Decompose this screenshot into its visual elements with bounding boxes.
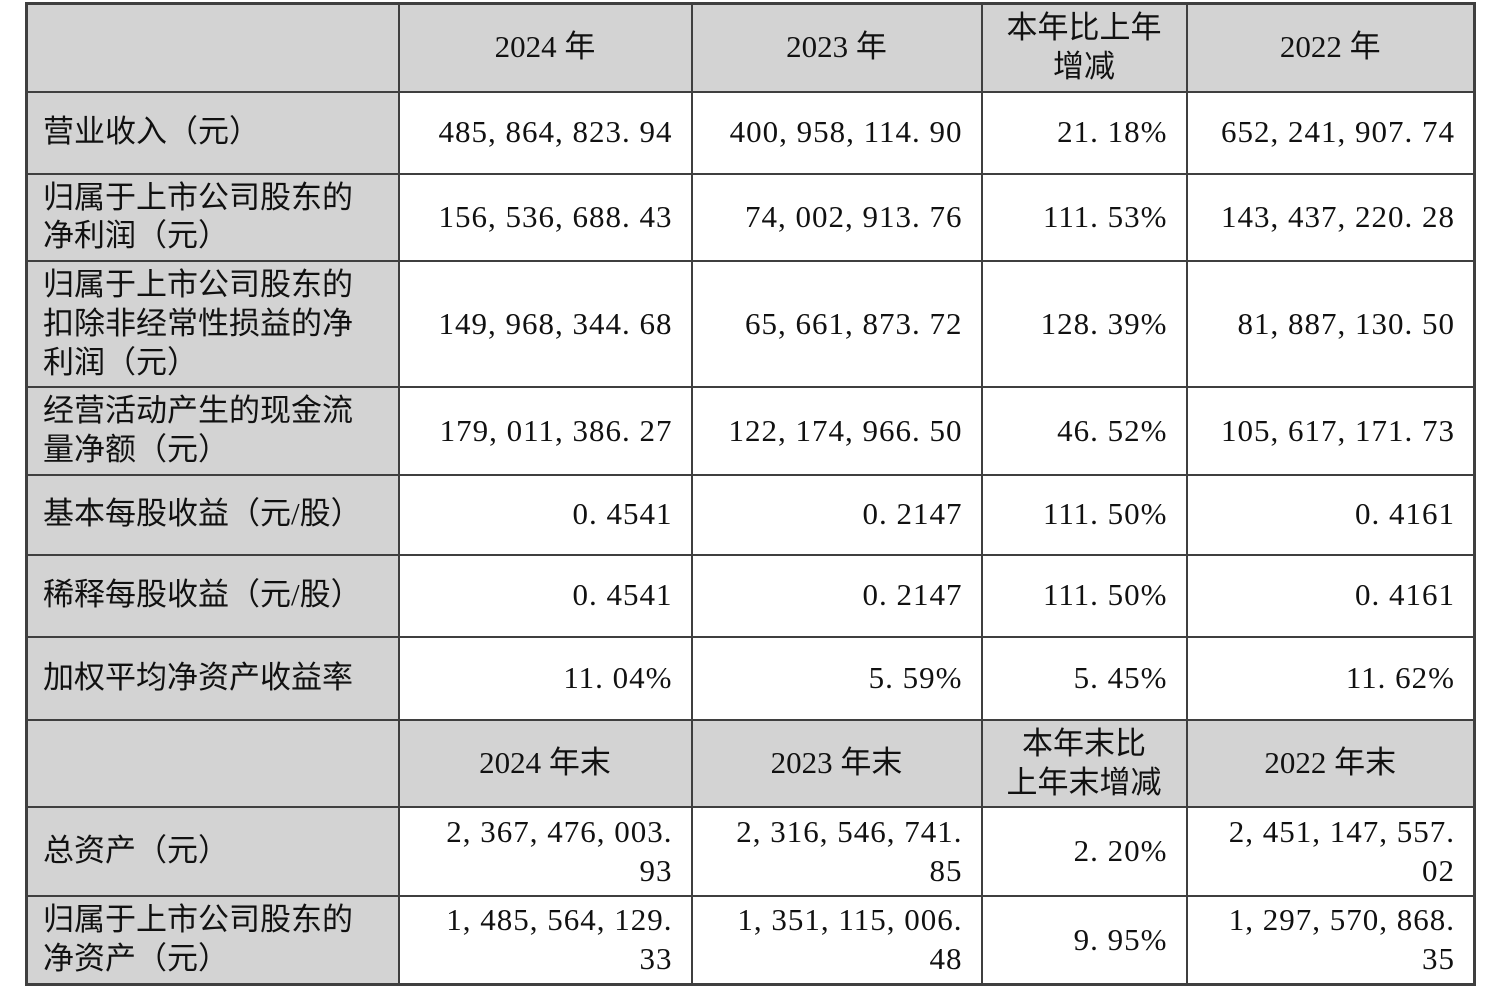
value-2024: 1, 485, 564, 129. 33 <box>397 895 693 986</box>
table-row-operating-cash-flow: 经营活动产生的现金流量净额（元） 179, 011, 386. 27 122, … <box>25 386 1476 476</box>
period-header-row: 2024 年 2023 年 本年比上年 增减 2022 年 <box>25 2 1476 93</box>
col-header-2023-eop: 2023 年末 <box>690 718 983 809</box>
table-row-net-assets: 归属于上市公司股东的净资产（元） 1, 485, 564, 129. 33 1,… <box>25 895 1476 986</box>
col-header-2022-eop: 2022 年末 <box>1185 718 1476 809</box>
value-yoy: 46. 52% <box>980 386 1188 476</box>
row-label: 稀释每股收益（元/股） <box>25 553 400 638</box>
value-yoy: 111. 50% <box>980 473 1188 556</box>
row-label: 归属于上市公司股东的净利润（元） <box>25 172 400 262</box>
value-2024: 2, 367, 476, 003. 93 <box>397 806 693 898</box>
value-yoy: 21. 18% <box>980 90 1188 175</box>
value-yoy: 111. 50% <box>980 553 1188 638</box>
row-label: 总资产（元） <box>25 806 400 898</box>
value-2022: 1, 297, 570, 868. 35 <box>1185 895 1476 986</box>
value-2023: 74, 002, 913. 76 <box>690 172 983 262</box>
table-row-revenue: 营业收入（元） 485, 864, 823. 94 400, 958, 114.… <box>25 90 1476 175</box>
table-row-diluted-eps: 稀释每股收益（元/股） 0. 4541 0. 2147 111. 50% 0. … <box>25 553 1476 638</box>
value-2023: 122, 174, 966. 50 <box>690 386 983 476</box>
table-row-net-profit-excl-nonrecurring: 归属于上市公司股东的扣除非经常性损益的净利润（元） 149, 968, 344.… <box>25 259 1476 389</box>
corner-cell-top <box>25 2 400 93</box>
value-2024: 0. 4541 <box>397 553 693 638</box>
value-2022: 652, 241, 907. 74 <box>1185 90 1476 175</box>
value-2023: 0. 2147 <box>690 473 983 556</box>
value-2023: 0. 2147 <box>690 553 983 638</box>
value-2023: 400, 958, 114. 90 <box>690 90 983 175</box>
row-label: 加权平均净资产收益率 <box>25 635 400 721</box>
table-row-basic-eps: 基本每股收益（元/股） 0. 4541 0. 2147 111. 50% 0. … <box>25 473 1476 556</box>
row-label: 经营活动产生的现金流量净额（元） <box>25 386 400 476</box>
col-header-2023: 2023 年 <box>690 2 983 93</box>
table-row-weighted-avg-roe: 加权平均净资产收益率 11. 04% 5. 59% 5. 45% 11. 62% <box>25 635 1476 721</box>
value-2023: 2, 316, 546, 741. 85 <box>690 806 983 898</box>
value-2023: 5. 59% <box>690 635 983 721</box>
value-yoy: 128. 39% <box>980 259 1188 389</box>
value-2024: 156, 536, 688. 43 <box>397 172 693 262</box>
row-label: 营业收入（元） <box>25 90 400 175</box>
value-2022: 11. 62% <box>1185 635 1476 721</box>
col-header-eop-change: 本年末比 上年末增减 <box>980 718 1188 809</box>
table-row-total-assets: 总资产（元） 2, 367, 476, 003. 93 2, 316, 546,… <box>25 806 1476 898</box>
value-2024: 179, 011, 386. 27 <box>397 386 693 476</box>
value-2022: 0. 4161 <box>1185 553 1476 638</box>
value-yoy: 2. 20% <box>980 806 1188 898</box>
col-header-2024-eop: 2024 年末 <box>397 718 693 809</box>
eop-header-row: 2024 年末 2023 年末 本年末比 上年末增减 2022 年末 <box>25 718 1476 809</box>
financial-summary-table: 2024 年 2023 年 本年比上年 增减 2022 年 营业收入（元） 48… <box>25 2 1476 986</box>
value-2022: 143, 437, 220. 28 <box>1185 172 1476 262</box>
col-header-yoy-change: 本年比上年 增减 <box>980 2 1188 93</box>
value-2023: 65, 661, 873. 72 <box>690 259 983 389</box>
value-2023: 1, 351, 115, 006. 48 <box>690 895 983 986</box>
value-2022: 0. 4161 <box>1185 473 1476 556</box>
value-2024: 11. 04% <box>397 635 693 721</box>
value-yoy: 111. 53% <box>980 172 1188 262</box>
value-2024: 485, 864, 823. 94 <box>397 90 693 175</box>
value-2022: 2, 451, 147, 557. 02 <box>1185 806 1476 898</box>
row-label: 归属于上市公司股东的扣除非经常性损益的净利润（元） <box>25 259 400 389</box>
value-2022: 81, 887, 130. 50 <box>1185 259 1476 389</box>
col-header-2024: 2024 年 <box>397 2 693 93</box>
value-yoy: 5. 45% <box>980 635 1188 721</box>
col-header-2022: 2022 年 <box>1185 2 1476 93</box>
row-label: 基本每股收益（元/股） <box>25 473 400 556</box>
value-2024: 0. 4541 <box>397 473 693 556</box>
row-label: 归属于上市公司股东的净资产（元） <box>25 895 400 986</box>
table-row-net-profit: 归属于上市公司股东的净利润（元） 156, 536, 688. 43 74, 0… <box>25 172 1476 262</box>
value-yoy: 9. 95% <box>980 895 1188 986</box>
value-2024: 149, 968, 344. 68 <box>397 259 693 389</box>
value-2022: 105, 617, 171. 73 <box>1185 386 1476 476</box>
corner-cell-eop <box>25 718 400 809</box>
